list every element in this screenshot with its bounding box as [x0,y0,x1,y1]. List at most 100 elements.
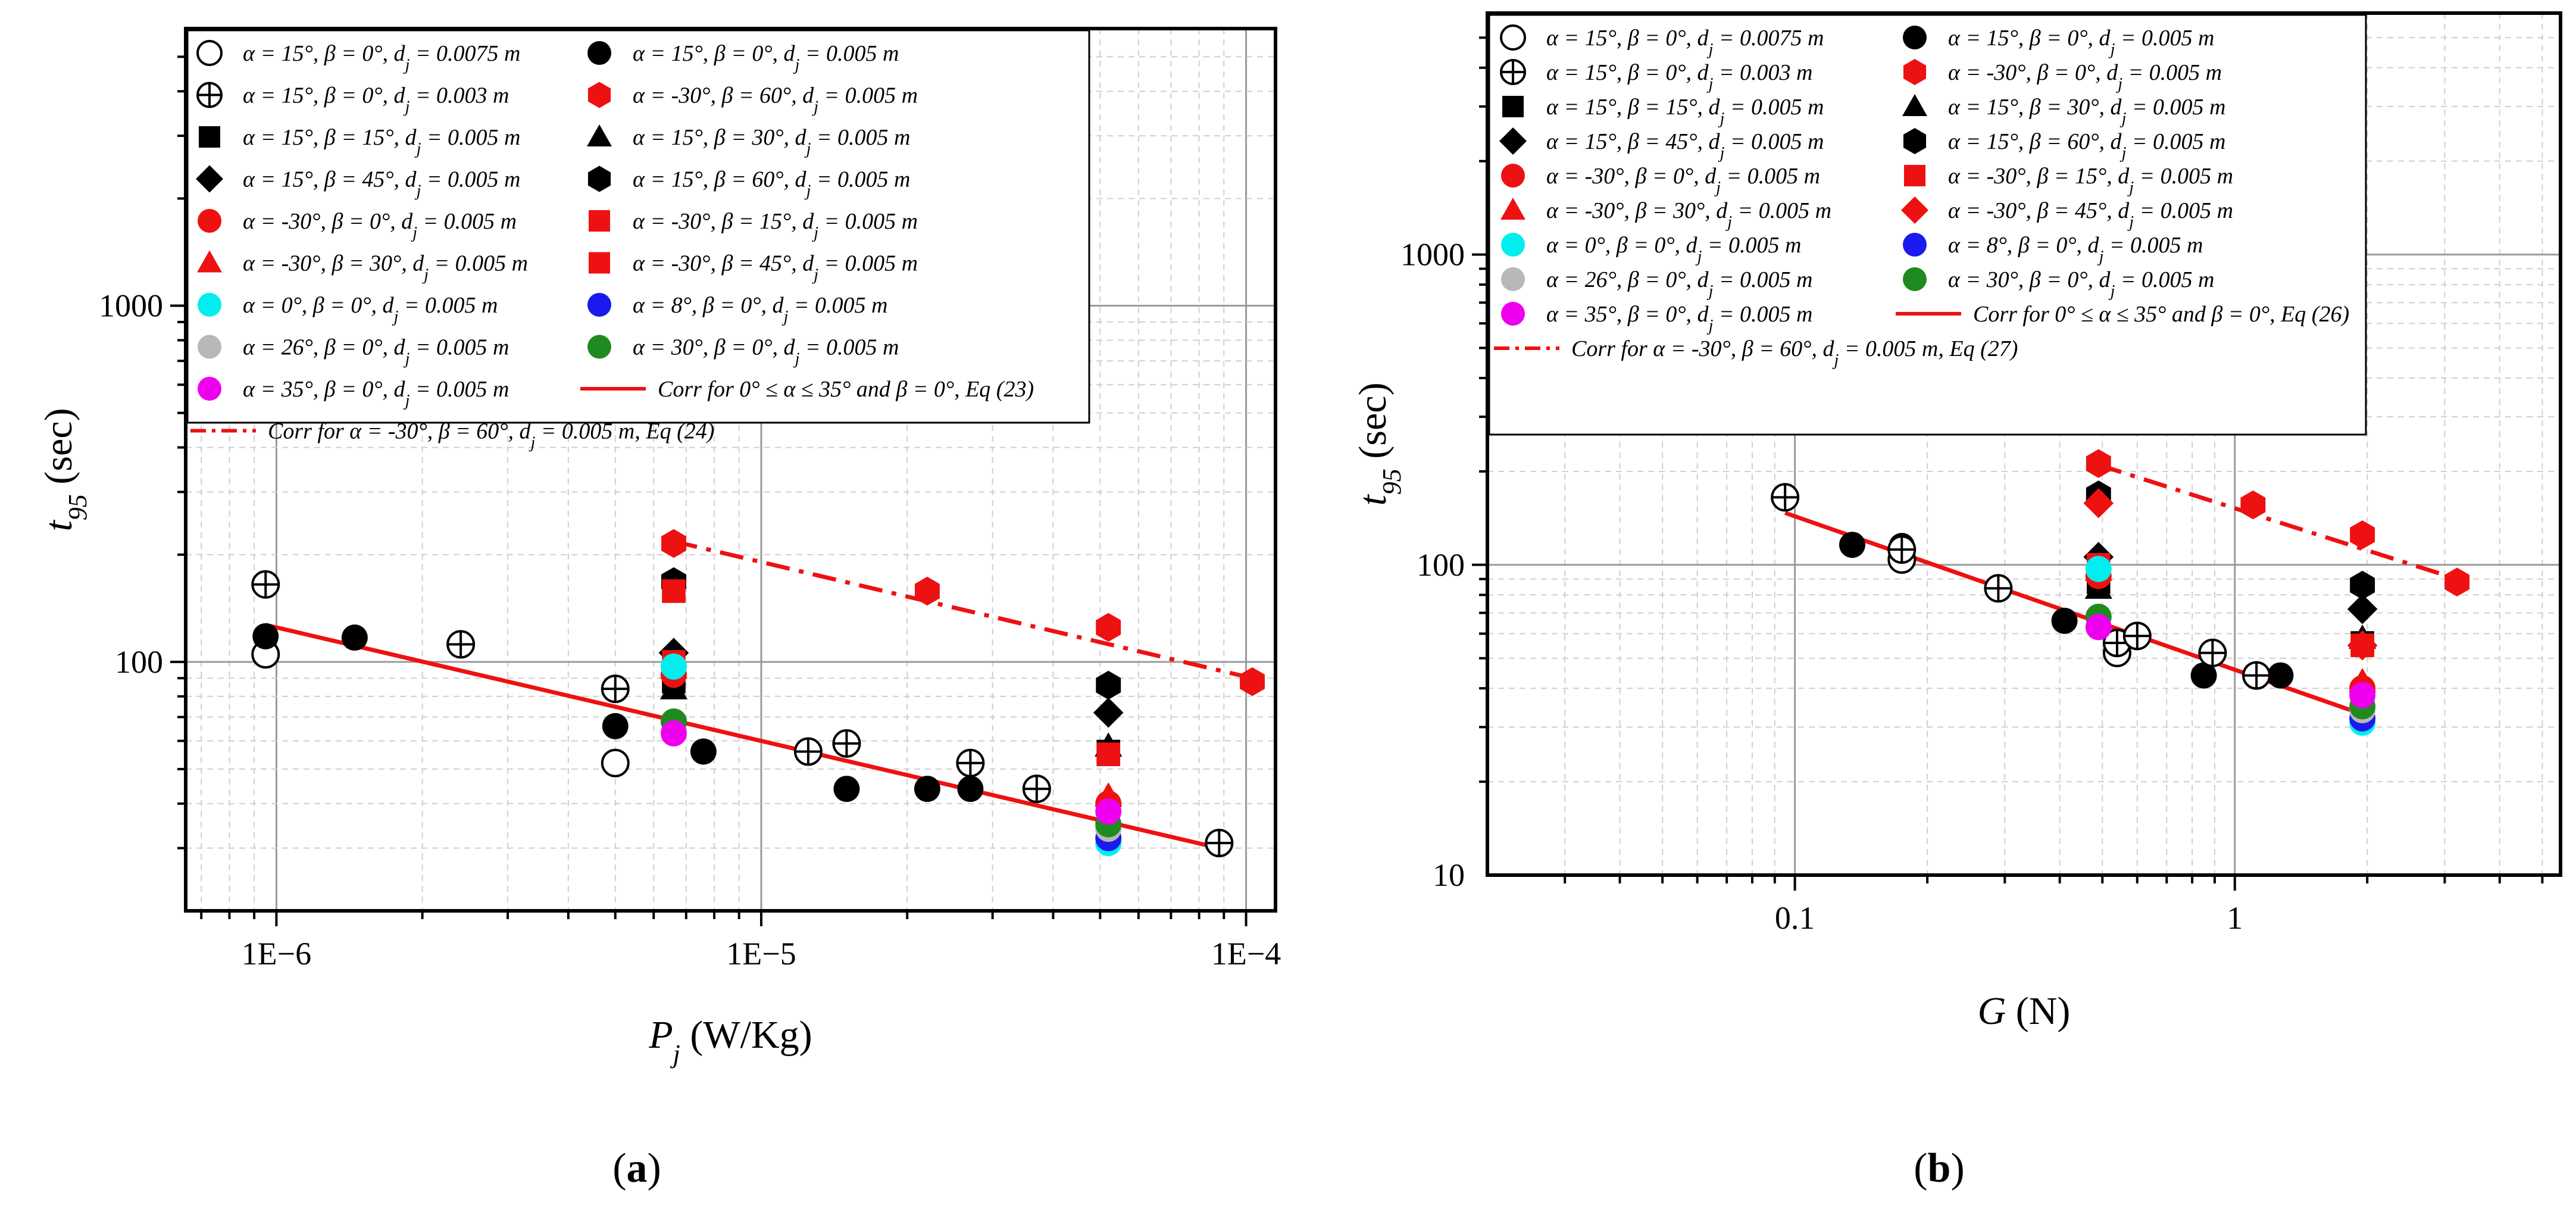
legend-marker [587,165,611,192]
data-point-s17 [660,720,687,747]
legend-label: Corr for 0° ≤ α ≤ 35° and β = 0°, Eq (23… [658,377,1034,402]
legend-marker [1500,198,1525,220]
legend-label: α = 0°, β = 0°, dj = 0.005 m [243,293,498,326]
legend-marker [587,293,611,317]
data-point-s2 [2190,662,2217,689]
legend-label: α = 15°, β = 0°, dj = 0.003 m [243,83,509,117]
y-tick-label: 10 [1433,857,1465,893]
data-point-s12 [662,579,686,603]
legend-label: α = -30°, β = 0°, dj = 0.005 m [243,209,517,242]
x-tick-label: 0.1 [1775,900,1815,936]
legend-label: α = 15°, β = 45°, dj = 0.005 m [1546,129,1824,163]
data-point-s4 [2086,449,2111,478]
legend-label: α = 15°, β = 15°, dj = 0.005 m [243,125,520,158]
data-point-s2 [341,624,368,651]
legend-marker [199,126,220,148]
data-point-s4 [1240,667,1265,697]
legend-label: Corr for 0° ≤ α ≤ 35° and β = 0°, Eq (26… [1973,302,2349,327]
data-point-s7 [2347,594,2378,624]
legend-marker [1902,94,1927,116]
legend-box [1488,14,2367,436]
y-axis-label: t95 (sec) [37,408,92,531]
x-axis-label: G (N) [1978,989,2071,1033]
data-point-s2 [914,776,940,802]
data-points [251,529,1265,858]
legend-label: α = -30°, β = 0°, dj = 0.005 m [1948,60,2222,93]
legend-label: α = 15°, β = 0°, dj = 0.0075 m [1546,26,1824,59]
legend-marker [1499,127,1527,155]
legend-marker [1501,267,1525,291]
data-points [1771,449,2470,736]
y-tick-label: 100 [1417,547,1465,583]
legend-label: α = 15°, β = 0°, dj = 0.003 m [1546,60,1812,93]
data-point-s12 [2347,630,2378,661]
legend-label: α = -30°, β = 30°, dj = 0.005 m [1546,198,1831,232]
legend-label: α = 15°, β = 0°, dj = 0.0075 m [243,41,520,74]
legend-marker [589,252,610,274]
legend-label: α = 15°, β = 0°, dj = 0.005 m [1948,26,2214,59]
legend-marker [1501,302,1525,326]
legend-label: α = 8°, β = 0°, dj = 0.005 m [633,293,887,326]
legend-marker [198,293,221,317]
legend-marker [1903,26,1927,49]
legend-label: α = 8°, β = 0°, dj = 0.005 m [1948,233,2203,266]
legend-marker [198,209,221,233]
legend-label: α = -30°, β = 45°, dj = 0.005 m [633,251,918,285]
legend-label: α = 26°, β = 0°, dj = 0.005 m [243,335,509,368]
legend-label: α = 26°, β = 0°, dj = 0.005 m [1546,267,1812,301]
y-tick-label: 100 [115,644,163,680]
data-point-s17 [2349,682,2376,708]
legend-label: α = 30°, β = 0°, dj = 0.005 m [633,335,899,368]
data-point-s4 [661,529,686,558]
chart-panel-1: 1E−6 1E−5 1E−4 100 1000 t95 (sec) Pj (W/Kg) α =… [37,27,1281,1191]
panel-label: (a) [612,1145,661,1191]
data-point-s17 [2085,614,2112,641]
data-point-s13 [660,653,687,680]
legend-label: α = -30°, β = 30°, dj = 0.005 m [243,251,528,285]
legend: α = 15°, β = 0°, dj = 0.0075 m α = 15°, β… [186,29,1090,452]
legend-marker [1502,96,1524,117]
legend-label: α = 15°, β = 15°, dj = 0.005 m [1546,95,1824,128]
legend-label: α = 15°, β = 45°, dj = 0.005 m [243,167,520,201]
correlation-line-c2 [2097,463,2458,581]
grid [186,29,1276,911]
legend-marker [196,165,223,193]
data-point-s2 [2267,662,2294,689]
axis-ticks: 1E−6 1E−5 1E−4 100 1000 [99,55,1281,972]
legend-label: α = 15°, β = 0°, dj = 0.005 m [633,41,899,74]
data-point-s8 [1096,670,1121,700]
x-tick-label: 1E−4 [1211,936,1281,972]
data-point-s13 [2085,555,2112,582]
data-point-s8 [2350,570,2375,600]
data-point-s2 [2051,607,2078,634]
data-point-s4 [1096,613,1121,642]
data-point-s2 [602,713,629,739]
legend-label: α = 15°, β = 30°, dj = 0.005 m [633,125,910,158]
x-tick-label: 1E−6 [242,936,311,972]
legend-label: α = -30°, β = 45°, dj = 0.005 m [1948,198,2233,232]
legend-label: α = -30°, β = 15°, dj = 0.005 m [633,209,918,242]
plot-area [1486,11,2562,877]
legend-label: α = 30°, β = 0°, dj = 0.005 m [1948,267,2214,301]
legend-marker [1501,164,1525,188]
legend-marker [587,41,611,65]
legend-marker [198,377,221,401]
legend-label: α = -30°, β = 15°, dj = 0.005 m [1948,164,2233,197]
plot-area [184,27,1277,913]
legend-marker [1903,128,1927,154]
legend-label: Corr for α = -30°, β = 60°, dj = 0.005 m… [1571,336,2018,370]
data-point-s12 [1096,742,1121,766]
legend-marker [587,82,611,108]
legend-label: α = 35°, β = 0°, dj = 0.005 m [1546,302,1812,335]
data-point-s4 [2240,490,2266,520]
legend-label: Corr for α = -30°, β = 60°, dj = 0.005 m… [268,419,714,452]
panel-label: (b) [1914,1145,1965,1191]
legend-marker [197,250,222,273]
legend-marker [1904,165,1925,186]
legend-marker [1901,196,1928,224]
legend-marker [198,335,221,359]
data-point-s2 [957,776,984,802]
correlation-line-c1 [265,623,1220,851]
legend-marker [196,40,223,66]
